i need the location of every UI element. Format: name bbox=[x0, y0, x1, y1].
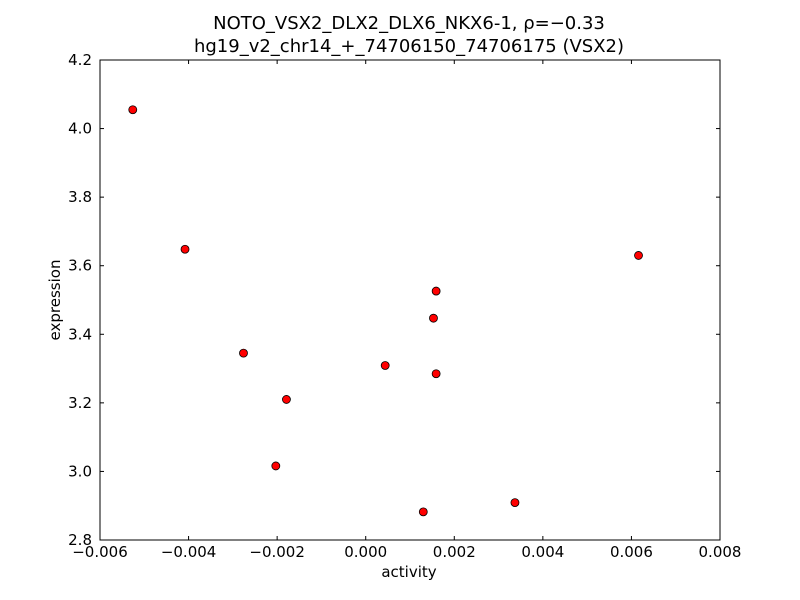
x-tick-label: −0.006 bbox=[72, 543, 128, 561]
y-axis-label: expression bbox=[46, 260, 64, 341]
y-tick-label: 3.6 bbox=[68, 257, 92, 275]
x-tick-label: −0.002 bbox=[249, 543, 305, 561]
y-tick-label: 4.2 bbox=[68, 51, 92, 69]
chart-title: NOTO_VSX2_DLX2_DLX6_NKX6-1, ρ=−0.33 bbox=[213, 13, 605, 34]
scatter-point bbox=[380, 361, 390, 370]
chart-subtitle: hg19_v2_chr14_+_74706150_74706175 (VSX2) bbox=[194, 36, 624, 57]
y-tick-label: 3.4 bbox=[68, 325, 92, 343]
scatter-point bbox=[418, 507, 428, 517]
scatter-point bbox=[239, 348, 248, 358]
x-tick-label: −0.004 bbox=[161, 543, 217, 561]
scatter-point bbox=[282, 395, 291, 404]
y-tick-label: 2.8 bbox=[68, 531, 92, 549]
scatter-point bbox=[180, 244, 190, 254]
plot-frame bbox=[99, 59, 721, 541]
y-tick-label: 3.0 bbox=[68, 462, 92, 480]
y-tick-label: 4.0 bbox=[68, 120, 92, 138]
y-tick-label: 3.2 bbox=[68, 394, 92, 412]
scatter-point bbox=[510, 498, 520, 508]
x-tick-label: 0.006 bbox=[610, 543, 653, 561]
scatter-point bbox=[431, 286, 441, 296]
x-tick-label: 0.002 bbox=[433, 543, 476, 561]
scatter-point bbox=[128, 105, 138, 115]
scatter-point bbox=[431, 369, 441, 379]
scatter-point bbox=[271, 461, 281, 471]
x-axis-label: activity bbox=[381, 563, 436, 581]
scatter-point bbox=[634, 251, 643, 260]
y-tick-label: 3.8 bbox=[68, 188, 92, 206]
scatter-point bbox=[429, 313, 438, 323]
data-points bbox=[128, 105, 643, 517]
x-tick-label: 0.008 bbox=[699, 543, 742, 561]
x-tick-label: 0.004 bbox=[521, 543, 564, 561]
axis-ticks: −0.006 −0.004 −0.002 0.000 0.002 0.004 0.006 0.… bbox=[68, 51, 741, 561]
x-tick-label: 0.000 bbox=[344, 543, 387, 561]
